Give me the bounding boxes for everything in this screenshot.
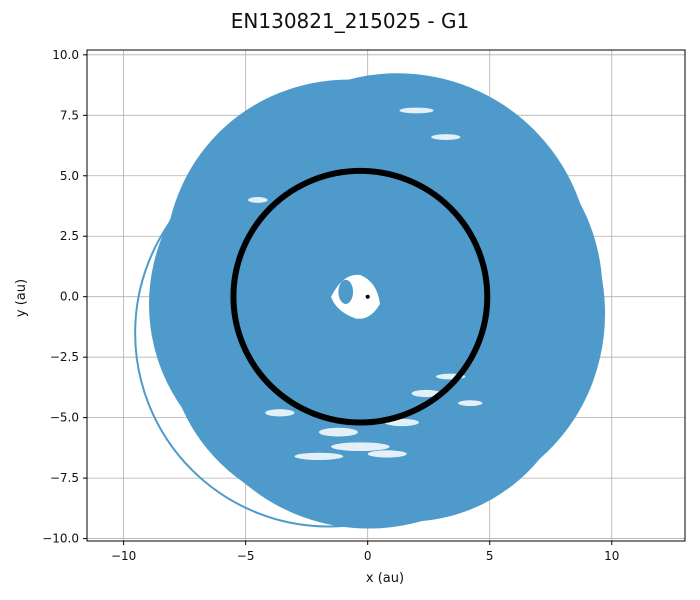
orbit-gap [248,197,268,203]
orbit-gap [399,107,434,114]
particle-orbit [198,116,562,477]
x-tick-label: 5 [486,549,494,563]
y-tick-label: 10.0 [52,48,79,62]
orbit-gap [331,442,390,452]
orbit-gap [367,450,407,458]
particle-orbit [166,155,530,516]
particle-orbit [223,142,556,466]
y-tick-label: 0.0 [60,290,79,304]
y-tick-label: 7.5 [60,108,79,122]
star-point [365,294,370,299]
y-tick-label: 2.5 [60,229,79,243]
orbit-fill [338,279,354,304]
x-axis-ticks: −10 −5 0 5 10 [111,541,619,563]
particle-orbit [206,96,603,482]
x-axis-label: x (au) [366,571,404,586]
y-tick-label: −5.0 [50,411,79,425]
particle-orbit [203,73,591,463]
particle-orbit [218,109,606,504]
planet-orbit-group [230,167,491,426]
y-tick-label: −10.0 [42,532,79,546]
particle-orbit [192,110,583,522]
y-tick-label: −2.5 [50,350,79,364]
orbit-fill [224,143,555,465]
chart-title: EN130821_215025 - G1 [231,9,469,33]
orbit-gap [431,134,461,140]
orbit-gap [318,427,358,437]
plot-frame [86,49,686,542]
particle-orbit [204,122,532,447]
planet-orbit [230,167,491,426]
orbit-gap [458,400,483,407]
y-tick-label: 5.0 [60,169,79,183]
x-tick-label: −5 [237,549,255,563]
particle-orbit [149,114,538,489]
particle-orbits [134,73,606,529]
x-tick-label: 10 [604,549,619,563]
x-tick-label: 0 [364,549,372,563]
y-axis-ticks: −10.0 −7.5 −5.0 −2.5 0.0 2.5 5.0 7.5 10.0 [42,48,87,546]
orbit-gap [411,389,441,398]
orbit-gap [265,409,295,417]
particle-orbit [134,138,524,528]
orbit-gap [294,452,344,460]
y-axis-label: y (au) [14,279,29,317]
y-tick-label: −7.5 [50,471,79,485]
x-tick-label: −10 [111,549,136,563]
